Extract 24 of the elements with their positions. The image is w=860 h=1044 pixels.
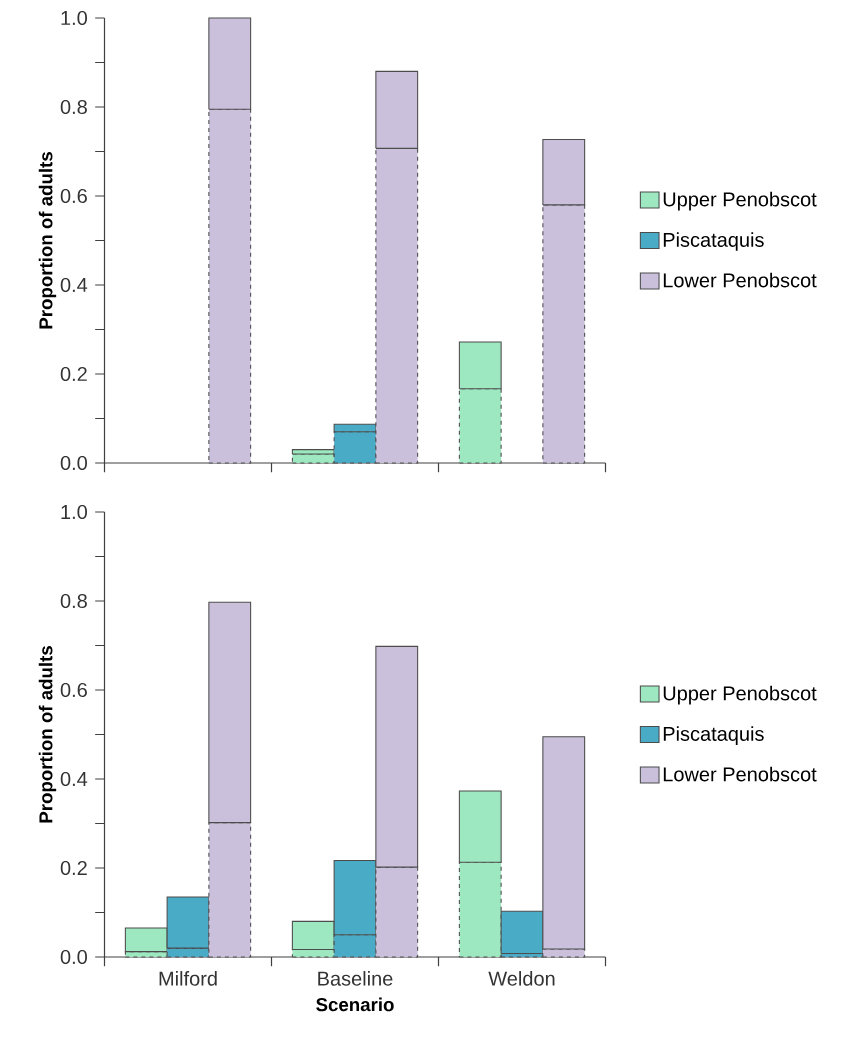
legend-label: Lower Penobscot	[663, 766, 817, 782]
y-axis-title: Proportion of adults	[38, 152, 57, 329]
x-axis-title: Scenario	[316, 997, 394, 1012]
y-tick-label: 0.2	[60, 366, 87, 382]
y-tick-label: 0.2	[60, 860, 87, 876]
y-axis-title: Proportion of adults	[38, 646, 57, 823]
x-tick-label: Milford	[159, 971, 217, 986]
x-tick-label: Weldon	[488, 971, 555, 986]
y-tick-label: 1.0	[61, 504, 87, 520]
y-tick-label: 0.4	[60, 771, 88, 787]
legend-label: Piscataquis	[663, 726, 764, 745]
legend-label: Upper Penobscot	[663, 191, 817, 211]
legend-label: Piscataquis	[663, 232, 764, 251]
legend-label: Lower Penobscot	[663, 272, 817, 288]
y-tick-label: 0.8	[60, 99, 87, 115]
y-tick-label: 0.8	[60, 593, 87, 609]
y-tick-label: 0.0	[60, 949, 87, 965]
y-tick-label: 1.0	[61, 10, 87, 26]
legend-label: Upper Penobscot	[663, 685, 817, 705]
y-tick-label: 0.4	[60, 277, 88, 293]
x-tick-label: Baseline	[318, 971, 393, 986]
y-tick-label: 0.6	[60, 682, 87, 698]
y-tick-label: 0.0	[60, 455, 87, 471]
y-tick-label: 0.6	[60, 188, 87, 204]
